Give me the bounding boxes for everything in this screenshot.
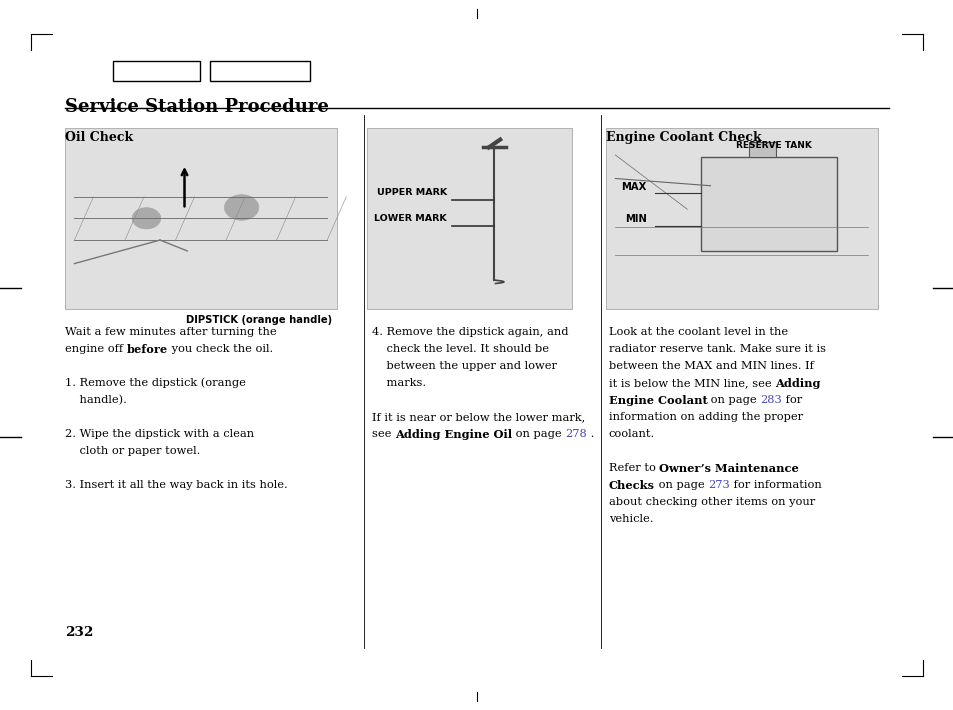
Text: MAX: MAX (620, 182, 646, 192)
Text: 232: 232 (65, 626, 93, 639)
Bar (65, 128, 336, 309)
Text: LOWER MARK: LOWER MARK (374, 214, 446, 223)
Text: check the level. It should be: check the level. It should be (372, 344, 549, 354)
Text: 1. Remove the dipstick (orange: 1. Remove the dipstick (orange (65, 378, 246, 388)
Text: between the MAX and MIN lines. If: between the MAX and MIN lines. If (608, 361, 813, 371)
Text: Owner’s Maintenance: Owner’s Maintenance (659, 463, 798, 474)
Circle shape (132, 208, 160, 229)
Text: 283: 283 (760, 395, 781, 405)
Text: 2. Wipe the dipstick with a clean: 2. Wipe the dipstick with a clean (65, 429, 253, 439)
Text: Service Station Procedure: Service Station Procedure (65, 98, 329, 116)
Bar (112, 61, 200, 81)
Text: 278: 278 (565, 429, 586, 439)
Text: RESERVE TANK: RESERVE TANK (736, 141, 811, 151)
Text: on page: on page (707, 395, 760, 405)
Text: see: see (372, 429, 395, 439)
Text: Adding Engine Oil: Adding Engine Oil (395, 429, 512, 439)
Text: DIPSTICK (orange handle): DIPSTICK (orange handle) (186, 315, 332, 324)
Text: it is below the MIN line, see: it is below the MIN line, see (608, 378, 774, 388)
Text: marks.: marks. (372, 378, 426, 388)
Text: handle).: handle). (65, 395, 127, 405)
Text: on page: on page (654, 480, 707, 490)
Bar (700, 157, 836, 251)
Text: engine off: engine off (65, 344, 127, 354)
Bar (210, 61, 310, 81)
Text: for information: for information (729, 480, 821, 490)
Text: Refer to: Refer to (608, 463, 659, 473)
Bar (367, 128, 572, 309)
Text: Oil Check: Oil Check (65, 131, 132, 143)
Bar (748, 142, 775, 157)
Text: 3. Insert it all the way back in its hole.: 3. Insert it all the way back in its hol… (65, 480, 287, 490)
Text: you check the oil.: you check the oil. (168, 344, 273, 354)
Text: before: before (127, 344, 168, 354)
Text: If it is near or below the lower mark,: If it is near or below the lower mark, (372, 412, 585, 422)
Text: radiator reserve tank. Make sure it is: radiator reserve tank. Make sure it is (608, 344, 824, 354)
Text: UPPER MARK: UPPER MARK (376, 188, 446, 197)
Text: Engine Coolant Check: Engine Coolant Check (605, 131, 760, 143)
Text: Look at the coolant level in the: Look at the coolant level in the (608, 327, 787, 337)
Text: MIN: MIN (624, 214, 646, 224)
Text: 4. Remove the dipstick again, and: 4. Remove the dipstick again, and (372, 327, 568, 337)
Text: coolant.: coolant. (608, 429, 654, 439)
Text: Adding: Adding (774, 378, 820, 388)
Text: Engine Coolant: Engine Coolant (608, 395, 707, 405)
Text: Checks: Checks (608, 480, 654, 491)
Text: for: for (781, 395, 801, 405)
Text: between the upper and lower: between the upper and lower (372, 361, 557, 371)
Text: vehicle.: vehicle. (608, 514, 653, 524)
Text: Wait a few minutes after turning the: Wait a few minutes after turning the (65, 327, 276, 337)
Text: information on adding the proper: information on adding the proper (608, 412, 801, 422)
Text: about checking other items on your: about checking other items on your (608, 497, 814, 507)
Text: on page: on page (512, 429, 565, 439)
Text: cloth or paper towel.: cloth or paper towel. (65, 446, 200, 456)
Text: 273: 273 (707, 480, 729, 490)
Bar (605, 128, 877, 309)
Circle shape (224, 195, 258, 220)
Text: .: . (586, 429, 594, 439)
